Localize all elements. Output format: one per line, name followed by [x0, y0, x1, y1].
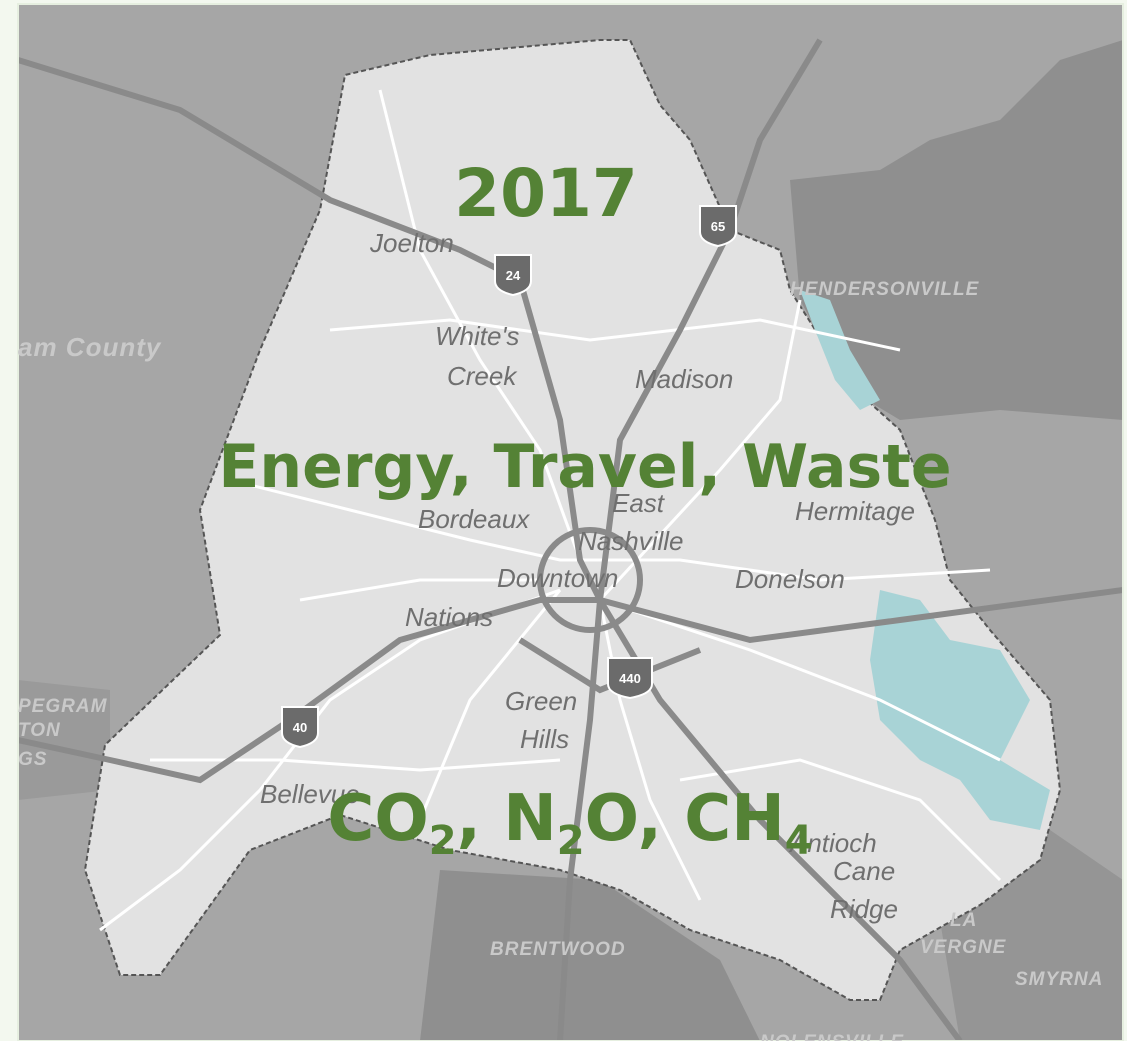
subscript: 2	[557, 818, 585, 864]
interstate-shield: 40	[281, 706, 319, 749]
region-label: HENDERSONVILLE	[790, 279, 980, 300]
place-label: Bordeaux	[418, 504, 530, 534]
region-label: TON	[18, 720, 61, 741]
shield-number: 65	[711, 219, 725, 234]
interstate	[18, 57, 603, 602]
place-label: Downtown	[497, 563, 618, 593]
dark-region	[790, 40, 1123, 420]
road	[378, 89, 582, 561]
place-label: Nashville	[578, 526, 684, 556]
place-label: Madison	[635, 364, 733, 394]
region-label: am County	[18, 332, 162, 362]
formula-part: O, CH	[585, 782, 785, 856]
place-label: Cane	[833, 856, 895, 886]
formula-part: CO	[327, 782, 428, 856]
place-label: Hills	[520, 724, 569, 754]
shield-number: 40	[293, 720, 307, 735]
place-label: Joelton	[369, 228, 454, 258]
road	[598, 599, 702, 901]
place-label: Ridge	[830, 894, 898, 924]
title: 2017	[454, 155, 638, 232]
shield-shape	[607, 657, 653, 700]
frame	[17, 3, 1124, 1041]
place-label: Creek	[447, 361, 518, 391]
road	[150, 758, 561, 772]
subtitle: Energy, Travel, Waste	[218, 432, 951, 502]
place-label: East	[612, 488, 666, 518]
dark-region	[18, 680, 110, 800]
place-label: Bellevue	[260, 779, 360, 809]
interstate-loop	[537, 527, 643, 633]
subscript: 2	[429, 818, 457, 864]
region-label: VERGNE	[920, 937, 1007, 958]
region-label: PEGRAM	[18, 696, 108, 717]
place-label: White's	[435, 321, 519, 351]
place-label: Hermitage	[795, 496, 915, 526]
interstate-shield: 65	[699, 205, 737, 248]
interstate	[18, 587, 1123, 784]
interstate	[597, 38, 823, 601]
water	[870, 590, 1050, 830]
place-label: Antioch	[788, 828, 877, 858]
formula-part: , N	[457, 782, 557, 856]
shield-shape	[281, 706, 319, 749]
road	[599, 598, 1001, 762]
dark-region	[420, 870, 760, 1041]
water	[800, 290, 880, 410]
road	[679, 758, 1002, 882]
interstate	[518, 637, 702, 694]
road	[329, 318, 901, 352]
region-label: LA	[950, 910, 977, 931]
road	[598, 299, 802, 602]
place-label: Nations	[405, 602, 493, 632]
shield-number: 440	[619, 671, 641, 686]
subscript: 4	[785, 818, 813, 864]
interstate-shield: 440	[607, 657, 653, 700]
place-label: Green	[505, 686, 577, 716]
region-label: GS	[18, 749, 47, 770]
shield-shape	[699, 205, 737, 248]
basemap	[18, 4, 1123, 1041]
road	[229, 478, 991, 582]
road	[418, 589, 562, 821]
shield-shape	[494, 254, 532, 297]
gases: CO2, N2O, CH4	[327, 782, 812, 864]
shield-number: 24	[506, 268, 521, 283]
region-label: NOLENSVILLE	[760, 1032, 904, 1041]
interstate-shield: 24	[494, 254, 532, 297]
region-label: SMYRNA	[1015, 969, 1103, 990]
interstates	[18, 38, 1123, 1041]
interstate	[557, 599, 603, 1041]
region-label: BRENTWOOD	[490, 939, 626, 960]
place-label: Donelson	[735, 564, 845, 594]
road	[299, 578, 540, 602]
